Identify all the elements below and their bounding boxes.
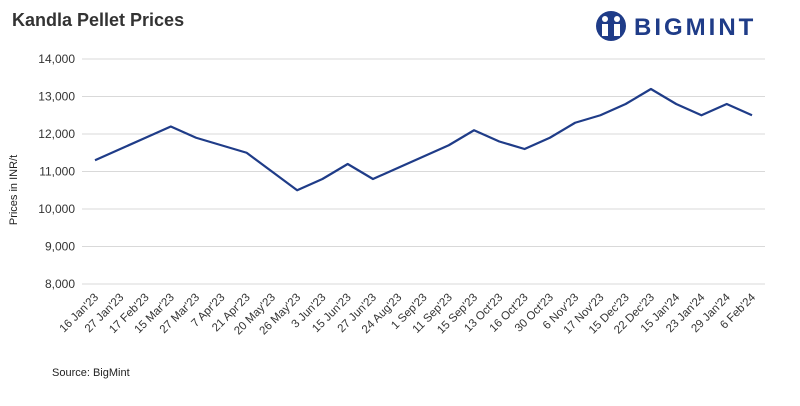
y-tick-label: 13,000 [38, 90, 75, 104]
source: Source: BigMint [52, 367, 130, 379]
logo-icon-dot [614, 16, 620, 22]
y-tick-label: 11,000 [39, 165, 75, 179]
logo-text: BIGMINT [634, 14, 756, 41]
chart-title: Kandla Pellet Prices [12, 10, 184, 30]
y-tick-label: 10,000 [38, 202, 75, 216]
y-tick-label: 14,000 [38, 52, 75, 66]
logo: BIGMINT [596, 11, 756, 41]
line [94, 87, 753, 192]
y-tick-label: 8,000 [45, 277, 75, 291]
logo-icon-bar [602, 24, 608, 36]
y-tick-label: 9,000 [45, 240, 75, 254]
logo-icon [596, 11, 626, 41]
logo-icon-dot [602, 16, 608, 22]
y-axis-label: Prices in INR/t [8, 155, 20, 225]
logo-icon-bar [614, 24, 620, 36]
y-tick-label: 12,000 [38, 127, 75, 141]
